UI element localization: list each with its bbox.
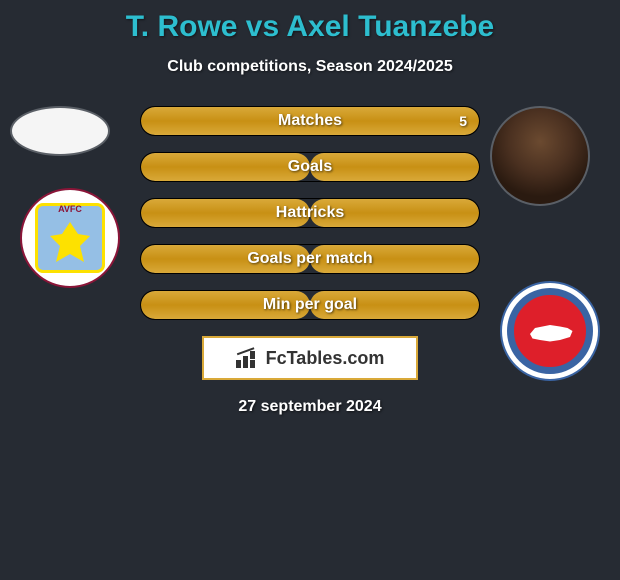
stat-bars-container: Matches 5 Goals Hattricks Goals per match Min…: [140, 106, 480, 320]
stat-row: Goals: [140, 152, 480, 182]
stat-row: Matches 5: [140, 106, 480, 136]
chart-icon: [236, 348, 260, 368]
player-left-avatar: [10, 106, 110, 156]
branding-box: FcTables.com: [202, 336, 418, 380]
stat-label: Matches: [278, 112, 342, 130]
stat-label: Goals per match: [247, 250, 372, 268]
avfc-badge-icon: [35, 203, 105, 273]
player-right-avatar: [490, 106, 590, 206]
branding-text: FcTables.com: [266, 348, 385, 369]
stat-row: Min per goal: [140, 290, 480, 320]
date-label: 27 september 2024: [0, 398, 620, 416]
page-title: T. Rowe vs Axel Tuanzebe: [0, 0, 620, 44]
stat-label: Goals: [288, 158, 332, 176]
club-badge-left: [20, 188, 120, 288]
stat-label: Hattricks: [276, 204, 344, 222]
comparison-content: Matches 5 Goals Hattricks Goals per match Min…: [0, 106, 620, 416]
page-subtitle: Club competitions, Season 2024/2025: [0, 58, 620, 76]
stat-fill-left: [141, 153, 310, 181]
stat-fill-right: [310, 153, 479, 181]
ipswich-badge-icon: [507, 288, 593, 374]
stat-row: Goals per match: [140, 244, 480, 274]
stat-label: Min per goal: [263, 296, 357, 314]
stat-value-right: 5: [459, 113, 467, 129]
stat-row: Hattricks: [140, 198, 480, 228]
club-badge-right: [500, 281, 600, 381]
